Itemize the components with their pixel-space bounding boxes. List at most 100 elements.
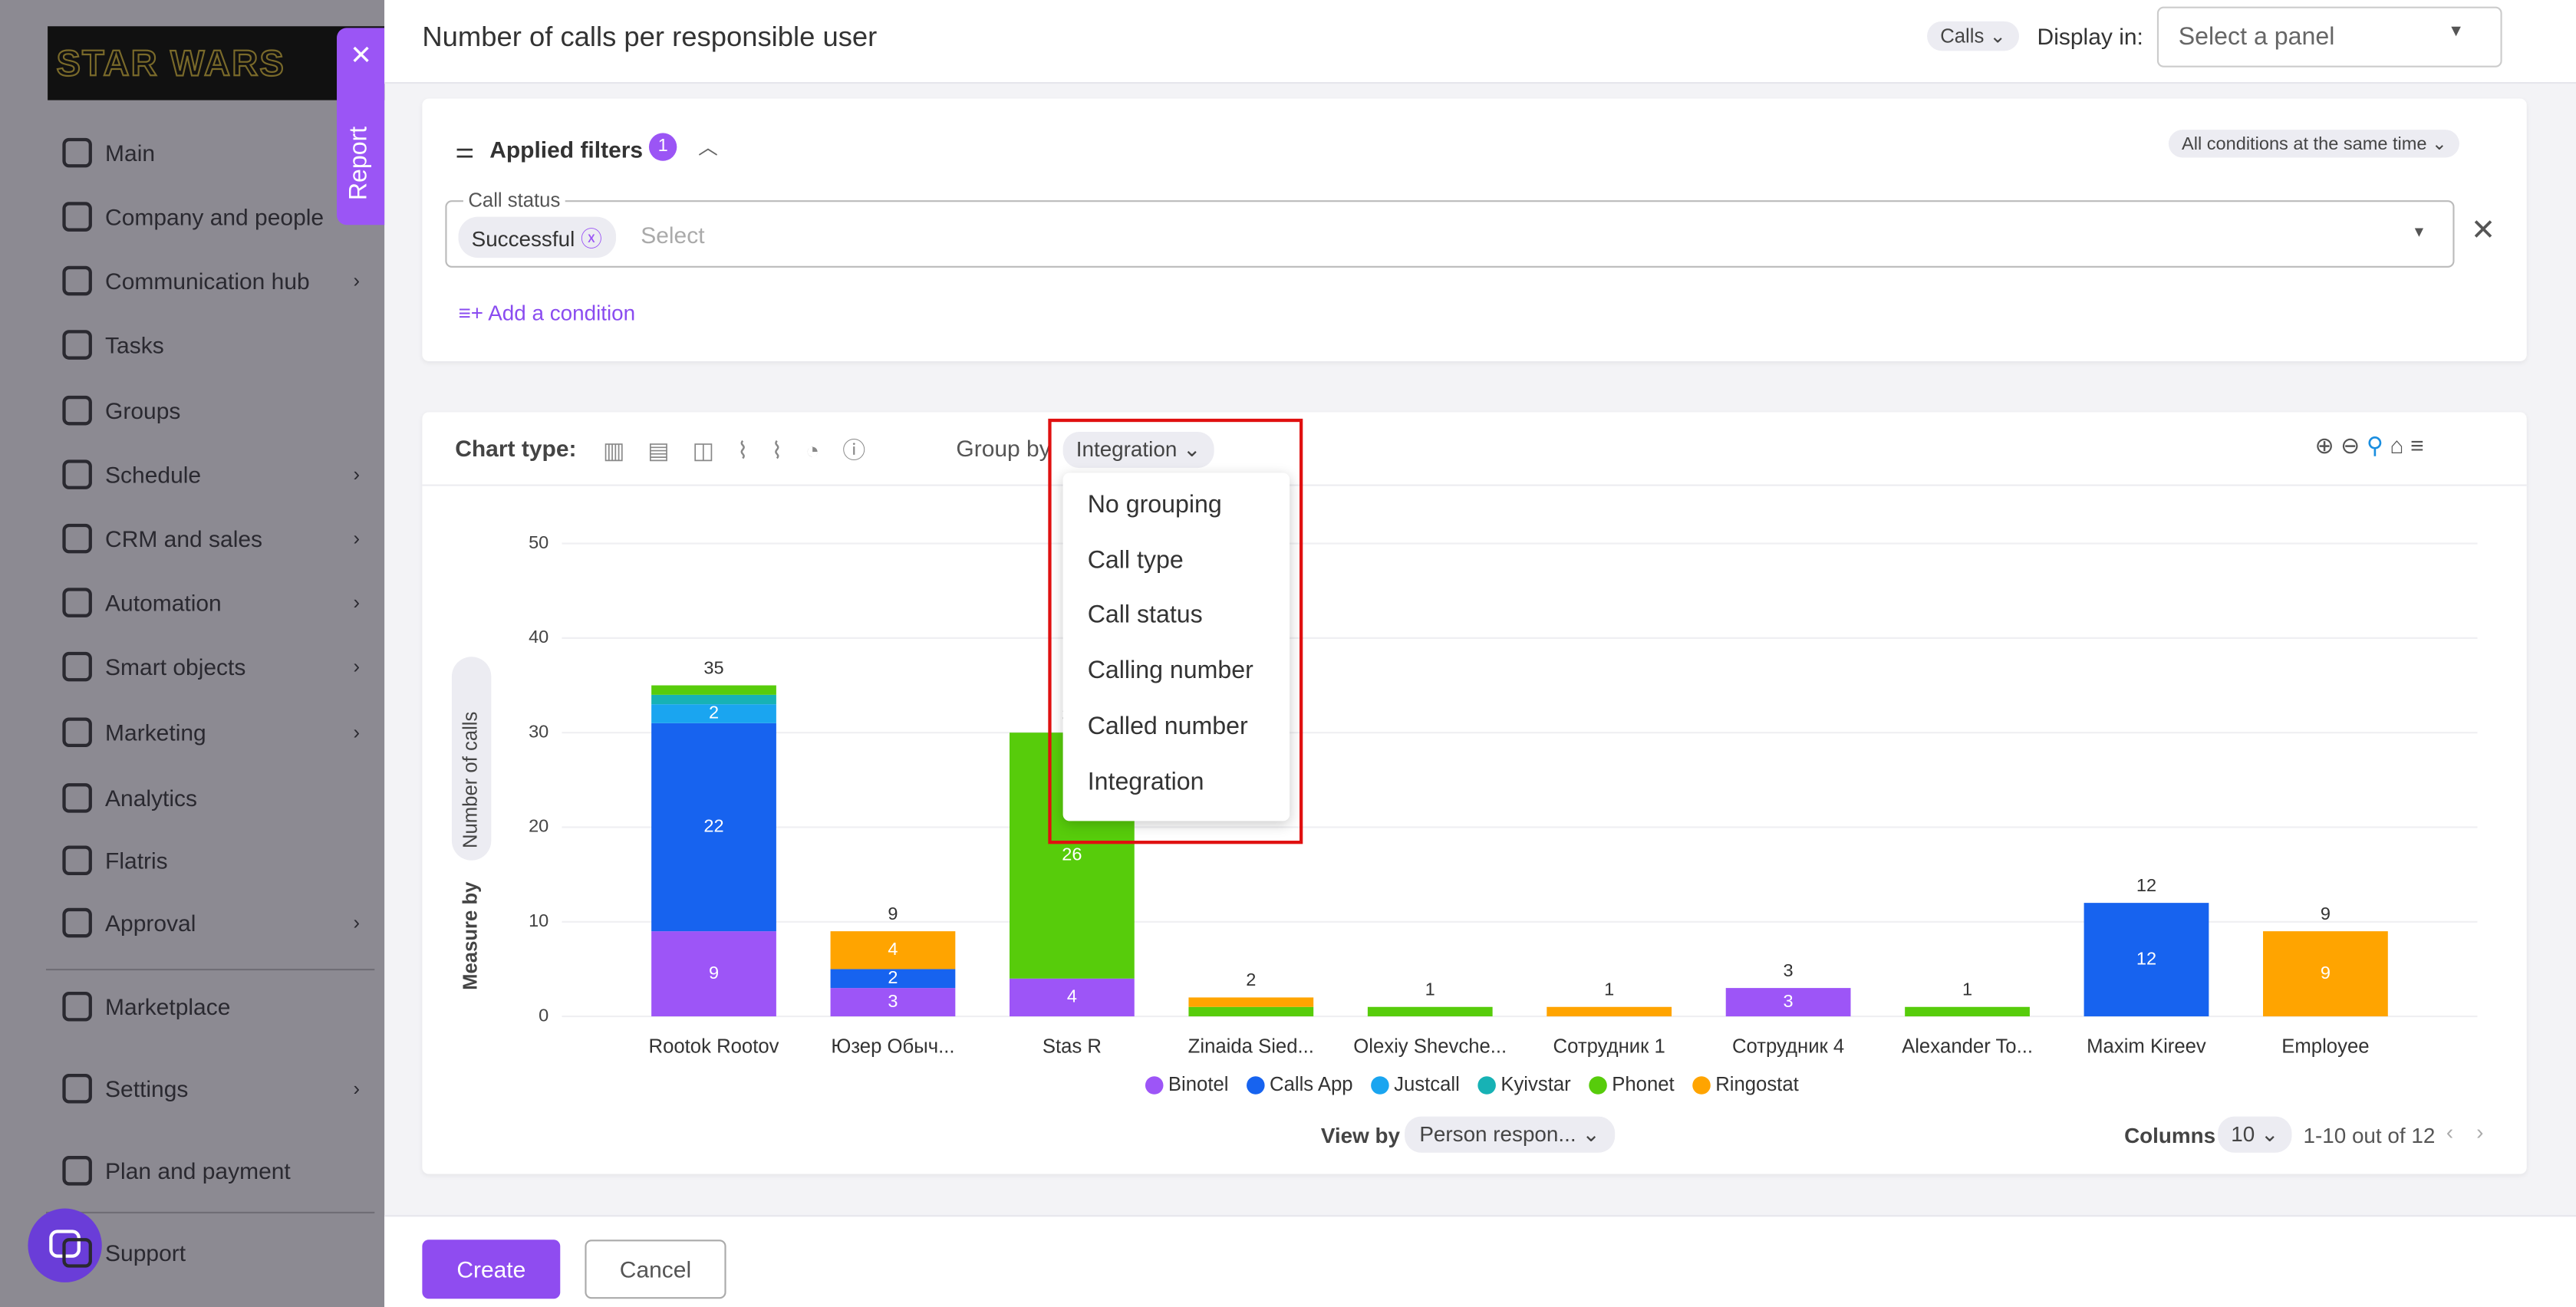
report-tab[interactable]: ✕ Report bbox=[337, 28, 385, 226]
display-in-label: Display in: bbox=[2037, 22, 2143, 50]
chip-remove[interactable]: ⓧ bbox=[581, 226, 602, 252]
bar-segment bbox=[830, 931, 956, 970]
add-condition[interactable]: ≡+ Add a condition bbox=[458, 300, 636, 325]
nav-item[interactable]: Support bbox=[62, 1238, 186, 1268]
nav-icon bbox=[62, 907, 92, 938]
x-tick-label: Olexiy Shevche... bbox=[1353, 1036, 1507, 1058]
nav-label: Communication hub bbox=[105, 267, 310, 295]
x-tick-label: Юзер Обыч... bbox=[831, 1036, 954, 1058]
bar-segment bbox=[1547, 1006, 1672, 1017]
mode-select[interactable]: All conditions at the same time ⌄ bbox=[2168, 130, 2460, 158]
total-label: 3 bbox=[1784, 960, 1794, 980]
bar-segment bbox=[651, 931, 776, 1017]
nav-item[interactable]: CRM and sales bbox=[62, 523, 262, 554]
nav-item[interactable]: Marketing bbox=[62, 717, 206, 748]
menu-option[interactable]: No grouping bbox=[1087, 491, 1222, 519]
nav-arrow: › bbox=[353, 720, 361, 744]
sidebar: STAR WARS Main Company and people Communic… bbox=[0, 0, 385, 1307]
nav-item[interactable]: Groups bbox=[62, 395, 180, 426]
mode-value: All conditions at the same time bbox=[2182, 134, 2427, 155]
field-placeholder: Select bbox=[641, 221, 705, 249]
menu-option[interactable]: Integration bbox=[1087, 767, 1204, 796]
panel-select[interactable]: Select a panel ▼ bbox=[2156, 6, 2502, 67]
field-label: Call status bbox=[463, 189, 565, 212]
bar-segment bbox=[651, 704, 776, 723]
zoom-tools[interactable]: ⊕⊖⚲⌂≡ bbox=[2314, 432, 2431, 459]
nav-item[interactable]: Analytics bbox=[62, 783, 197, 813]
filters-panel: ⚌ Applied filters 1 ︿ All conditions at … bbox=[422, 98, 2527, 361]
nav-icon bbox=[62, 717, 92, 748]
nav-icon bbox=[62, 991, 92, 1022]
nav-arrow: › bbox=[353, 269, 361, 293]
nav-icon bbox=[62, 651, 92, 682]
legend-item[interactable]: Binotel bbox=[1145, 1074, 1229, 1095]
condition-field[interactable]: Call status Successful ⓧ Select ▼ bbox=[445, 189, 2455, 268]
view-by-select[interactable]: Person respon... ⌄ bbox=[1405, 1116, 1615, 1153]
nav-label: Marketing bbox=[105, 719, 206, 746]
group-by-menu: No grouping Call type Call status Calling n… bbox=[1062, 472, 1290, 821]
nav-item[interactable]: Communication hub bbox=[62, 265, 310, 296]
nav-icon bbox=[62, 1238, 92, 1268]
nav-label: Schedule bbox=[105, 461, 202, 488]
cancel-button[interactable]: Cancel bbox=[585, 1240, 726, 1299]
nav-arrow: › bbox=[353, 911, 361, 935]
type-select[interactable]: Calls ⌄ bbox=[1927, 21, 2020, 51]
nav-item[interactable]: Automation bbox=[62, 588, 222, 617]
chip[interactable]: Successful ⓧ bbox=[458, 216, 616, 258]
total-label: 1 bbox=[1962, 979, 1972, 999]
columns-select[interactable]: 10 ⌄ bbox=[2218, 1116, 2292, 1153]
legend-label: Calls App bbox=[1270, 1074, 1353, 1095]
nav-item[interactable]: Main bbox=[62, 137, 155, 168]
segment-label: 26 bbox=[1062, 844, 1082, 864]
nav-item[interactable]: Smart objects bbox=[62, 651, 245, 682]
legend-item[interactable]: Justcall bbox=[1371, 1074, 1460, 1095]
collapse-icon[interactable]: ︿ bbox=[698, 136, 718, 160]
close-icon[interactable]: ✕ bbox=[350, 42, 372, 71]
legend-label: Kyivstar bbox=[1500, 1074, 1571, 1095]
bar-segment bbox=[830, 969, 956, 989]
nav-item[interactable]: Approval bbox=[62, 907, 196, 938]
logo: STAR WARS bbox=[55, 42, 285, 85]
legend-item[interactable]: Kyivstar bbox=[1477, 1074, 1571, 1095]
y-tick-label: 0 bbox=[539, 1005, 548, 1025]
nav-icon bbox=[62, 523, 92, 554]
nav-item[interactable]: Settings bbox=[62, 1074, 188, 1104]
nav-item[interactable]: Marketplace bbox=[62, 991, 230, 1022]
nav-icon bbox=[62, 588, 92, 617]
nav-item[interactable]: Plan and payment bbox=[62, 1156, 291, 1186]
total-label: 9 bbox=[888, 904, 898, 923]
create-button[interactable]: Create bbox=[422, 1240, 561, 1299]
legend-label: Phonet bbox=[1612, 1074, 1674, 1095]
divider bbox=[422, 484, 2527, 486]
nav-label: Company and people bbox=[105, 203, 324, 230]
chart-type-icons[interactable]: ▥▤◫⌇⌇◔ⓘ bbox=[602, 436, 889, 463]
nav-item[interactable]: Tasks bbox=[62, 330, 164, 360]
menu-option[interactable]: Called number bbox=[1087, 712, 1248, 741]
bar-segment bbox=[1188, 997, 1314, 1007]
segment-label: 3 bbox=[1784, 991, 1794, 1011]
menu-option[interactable]: Call type bbox=[1087, 546, 1184, 574]
nav-label: Analytics bbox=[105, 785, 198, 812]
remove-condition[interactable]: ✕ bbox=[2470, 213, 2496, 247]
menu-option[interactable]: Call status bbox=[1087, 601, 1203, 630]
nav-arrow: › bbox=[353, 1077, 361, 1101]
filter-icon: ⚌ bbox=[455, 137, 475, 163]
legend-item[interactable]: Calls App bbox=[1247, 1074, 1353, 1095]
nav-item[interactable]: Flatris bbox=[62, 845, 168, 875]
nav-label: Settings bbox=[105, 1075, 189, 1102]
segment-label: 3 bbox=[888, 991, 898, 1011]
footer: Create Cancel bbox=[384, 1215, 2576, 1307]
nav-item[interactable]: Company and people bbox=[62, 202, 324, 232]
filters-count: 1 bbox=[648, 133, 677, 161]
pagination: 1-10 out of 12 bbox=[2303, 1123, 2436, 1148]
menu-option[interactable]: Calling number bbox=[1087, 657, 1253, 685]
page-arrows[interactable]: ‹› bbox=[2446, 1119, 2507, 1145]
nav-label: Plan and payment bbox=[105, 1157, 291, 1184]
legend-label: Binotel bbox=[1168, 1074, 1229, 1095]
bar-segment bbox=[1010, 978, 1135, 1017]
nav-item[interactable]: Schedule bbox=[62, 459, 201, 489]
group-by-select[interactable]: Integration ⌄ bbox=[1062, 432, 1214, 469]
legend-item[interactable]: Ringostat bbox=[1692, 1074, 1799, 1095]
bar-segment bbox=[1188, 1006, 1314, 1017]
legend-item[interactable]: Phonet bbox=[1589, 1074, 1675, 1095]
